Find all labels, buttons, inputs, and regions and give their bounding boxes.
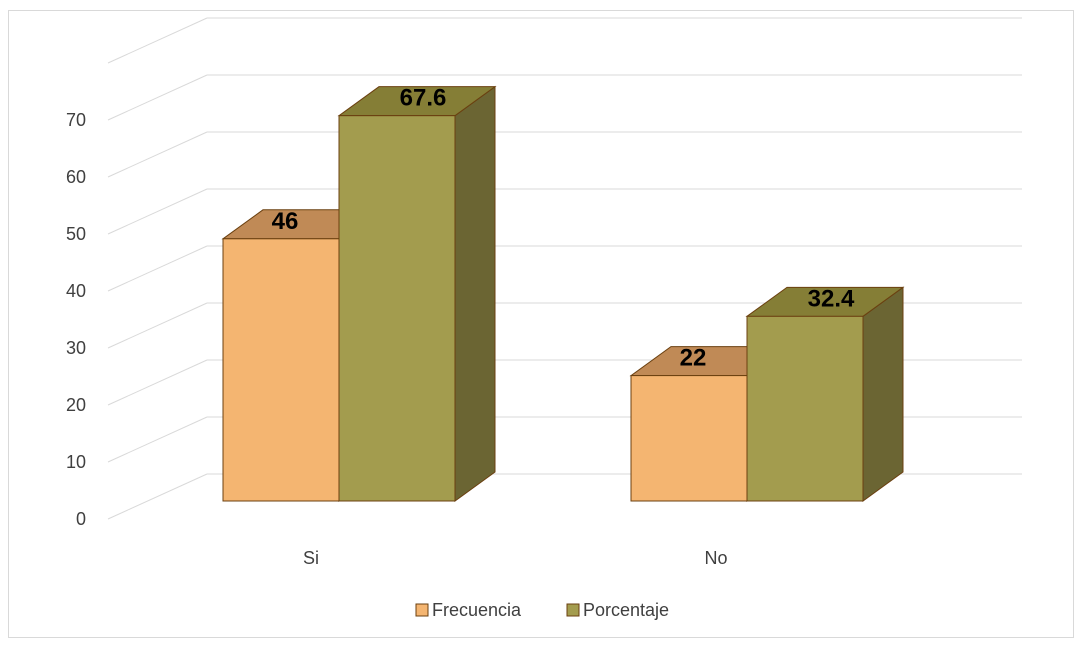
legend: Frecuencia Porcentaje xyxy=(416,600,669,620)
data-label-porcentaje-si: 67.6 xyxy=(400,85,447,112)
y-tick-70: 70 xyxy=(66,110,86,130)
y-tick-10: 10 xyxy=(66,452,86,472)
grid-diagonal-50 xyxy=(108,189,207,234)
data-label-frecuencia-si: 46 xyxy=(272,208,299,235)
y-tick-60: 60 xyxy=(66,167,86,187)
grid-diagonal-70 xyxy=(108,75,207,120)
grid-diagonal-top xyxy=(108,18,207,63)
bars xyxy=(223,87,903,501)
y-axis-ticks: 0 10 20 30 40 50 60 70 xyxy=(66,110,86,529)
bar-frecuencia-si xyxy=(223,239,339,501)
grid-diagonal-60 xyxy=(108,132,207,177)
category-label-si: Si xyxy=(303,548,319,568)
category-labels: Si No xyxy=(303,548,728,568)
grid-diagonal-0 xyxy=(108,474,207,519)
legend-label-porcentaje: Porcentaje xyxy=(583,600,669,620)
grid-diagonal-20 xyxy=(108,360,207,405)
grid-diagonal-40 xyxy=(108,246,207,291)
y-tick-40: 40 xyxy=(66,281,86,301)
legend-swatch-frecuencia xyxy=(416,604,428,616)
legend-label-frecuencia: Frecuencia xyxy=(432,600,522,620)
y-tick-50: 50 xyxy=(66,224,86,244)
y-tick-30: 30 xyxy=(66,338,86,358)
bar-side-porcentaje-no xyxy=(863,287,903,501)
legend-swatch-porcentaje xyxy=(567,604,579,616)
bar-porcentaje-no xyxy=(747,316,863,501)
data-label-frecuencia-no: 22 xyxy=(680,345,707,372)
grid-diagonal-10 xyxy=(108,417,207,462)
grid-diagonal-30 xyxy=(108,303,207,348)
category-label-no: No xyxy=(704,548,727,568)
bar-frecuencia-no xyxy=(631,376,747,501)
y-tick-20: 20 xyxy=(66,395,86,415)
bar-porcentaje-si xyxy=(339,116,455,501)
bar-side-porcentaje-si xyxy=(455,87,495,501)
data-label-porcentaje-no: 32.4 xyxy=(808,285,855,312)
y-tick-0: 0 xyxy=(76,509,86,529)
